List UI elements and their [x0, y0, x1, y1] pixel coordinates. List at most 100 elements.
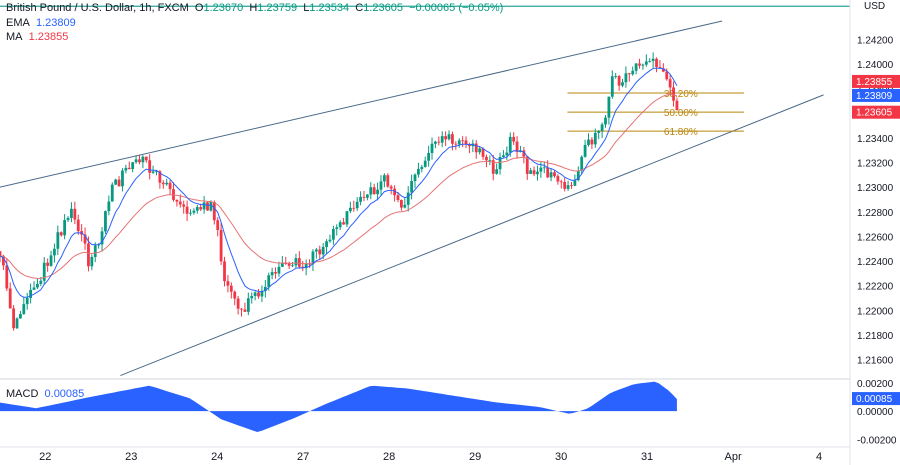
candle-body: [454, 143, 458, 145]
ema-path: [0, 67, 678, 298]
candle-body: [22, 304, 26, 315]
candle-body: [107, 201, 111, 212]
y-tick-label-4: 1.23400: [857, 134, 894, 145]
candle-body: [549, 172, 553, 178]
candle-body: [209, 202, 213, 211]
ema-line: [0, 67, 678, 298]
ma-legend[interactable]: MA 1.23855: [6, 31, 68, 43]
candle-body: [515, 141, 519, 153]
candle-body: [590, 139, 594, 145]
candle-body: [481, 148, 485, 157]
candle-body: [638, 63, 641, 66]
candle-body: [485, 156, 488, 161]
candle-body: [369, 187, 373, 195]
macd-tag: [852, 392, 900, 406]
candle-body: [185, 206, 189, 214]
price-tag-0: [852, 74, 900, 88]
candle-body: [49, 255, 53, 266]
candle-body: [87, 243, 90, 267]
candle-body: [15, 318, 19, 329]
candle-body: [542, 167, 546, 169]
candle-body: [444, 136, 448, 140]
candle-body: [655, 58, 658, 67]
candle-body: [19, 314, 22, 319]
candle-body: [192, 210, 196, 213]
candle-body: [400, 200, 403, 208]
candle-body: [199, 207, 203, 210]
time-axis[interactable]: 22 23 24 27 28 29 30 31 Apr 4: [39, 451, 822, 463]
ma-label: MA: [6, 31, 23, 43]
candle-body: [359, 196, 362, 202]
candle-body: [263, 286, 267, 292]
price-tag-1: [852, 88, 900, 102]
candle-body: [468, 144, 471, 147]
price-tag-text-1: 1.23809: [856, 91, 893, 102]
candle-body: [308, 263, 311, 265]
candle-body: [32, 287, 36, 290]
candle-body: [104, 211, 107, 232]
candle-body: [318, 249, 322, 255]
currency-label: USD: [864, 1, 885, 12]
macd-tag-text: 0.00085: [856, 394, 893, 405]
price-axis[interactable]: USD1.242001.240001.238001.236001.234001.…: [857, 1, 897, 446]
y-tick-label-1: 1.24000: [857, 60, 894, 71]
candle-body: [648, 60, 652, 62]
candle-body: [532, 170, 536, 175]
candles: [0, 52, 679, 331]
candle-body: [403, 204, 407, 208]
chart-header: British Pound / U.S. Dollar, 1h, FXCM O1…: [6, 2, 503, 14]
candle-body: [25, 297, 29, 305]
candle-body: [610, 76, 614, 97]
candle-body: [621, 82, 624, 86]
candle-body: [488, 160, 492, 161]
candle-body: [563, 182, 567, 189]
x-tick-label-5: 29: [469, 451, 481, 463]
fibonacci-levels[interactable]: 38.20% 50.00% 61.80%: [567, 89, 744, 138]
candle-body: [631, 70, 635, 75]
channel-lines[interactable]: [0, 20, 824, 377]
open-label: O: [194, 2, 204, 14]
candle-body: [661, 68, 665, 72]
candle-body: [73, 208, 77, 220]
candle-body: [121, 170, 124, 187]
candle-body: [525, 156, 529, 174]
candle-body: [624, 73, 628, 83]
y-tick-label-9: 1.22400: [857, 257, 894, 268]
candle-body: [36, 283, 39, 288]
candle-body: [576, 170, 580, 181]
candle-body: [175, 199, 179, 202]
candle-body: [12, 308, 16, 329]
candle-body: [491, 160, 495, 174]
candle-body: [423, 160, 427, 167]
candle-body: [512, 136, 516, 142]
x-tick-label-0: 22: [39, 451, 51, 463]
price-tag-text-2: 1.23605: [856, 108, 893, 119]
candle-body: [478, 148, 482, 153]
candle-body: [410, 181, 414, 193]
candle-body: [389, 186, 393, 189]
candle-body: [447, 134, 451, 140]
candle-body: [236, 298, 240, 309]
candle-body: [614, 76, 618, 77]
candle-body: [406, 192, 410, 205]
candle-body: [342, 222, 345, 225]
candle-body: [529, 170, 533, 174]
candle-body: [362, 196, 366, 198]
candle-body: [474, 143, 478, 153]
macd-tick-label-1: 0.00000: [857, 407, 894, 418]
symbol-title: British Pound / U.S. Dollar, 1h, FXCM: [6, 2, 189, 14]
candle-body: [420, 166, 424, 169]
macd-legend[interactable]: MACD 0.00085: [6, 388, 84, 400]
candle-body: [539, 167, 543, 172]
candle-body: [668, 79, 672, 88]
candle-body: [607, 96, 611, 118]
x-tick-label-2: 24: [211, 451, 223, 463]
change-value: −0.00065 (−0.05%): [409, 2, 504, 14]
candle-body: [451, 134, 454, 144]
candle-body: [100, 231, 104, 245]
candle-body: [5, 265, 9, 289]
ema-legend[interactable]: EMA 1.23809: [6, 17, 76, 29]
ema-value: 1.23809: [35, 17, 76, 29]
y-tick-label-7: 1.22800: [857, 208, 894, 219]
